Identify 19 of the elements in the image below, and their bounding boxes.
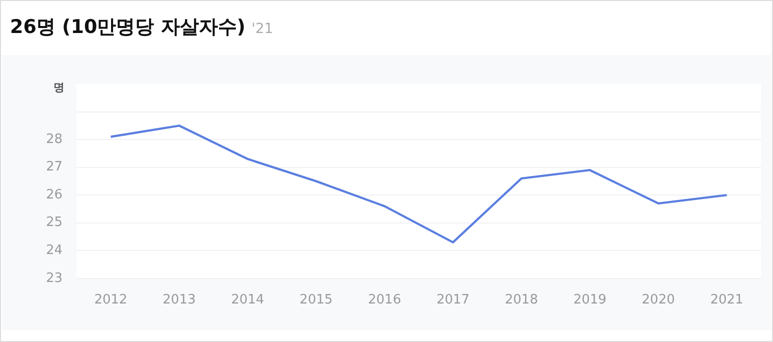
- y-tick-label: 28: [46, 132, 63, 147]
- x-tick-label: 2020: [642, 292, 675, 308]
- x-tick-label: 2016: [368, 292, 402, 308]
- y-axis-title: 명: [54, 80, 65, 94]
- x-tick-label: 2021: [710, 292, 744, 308]
- y-tick-label: 27: [46, 160, 63, 175]
- x-tick-label: 2018: [504, 292, 538, 308]
- y-tick-label: 26: [46, 187, 63, 202]
- chart-title: 26명 (10만명당 자살자수): [10, 16, 246, 38]
- y-tick-label: 23: [46, 270, 63, 286]
- y-tick-label: 25: [46, 215, 63, 230]
- x-tick-label: 2014: [231, 292, 264, 308]
- x-tick-label: 2019: [573, 292, 606, 308]
- x-tick-label: 2017: [436, 292, 470, 308]
- x-tick-label: 2013: [162, 292, 196, 308]
- chart-subtitle: '21: [251, 21, 274, 37]
- x-tick-label: 2015: [300, 292, 333, 308]
- y-tick-label: 24: [46, 243, 63, 258]
- x-tick-label: 2012: [94, 292, 128, 308]
